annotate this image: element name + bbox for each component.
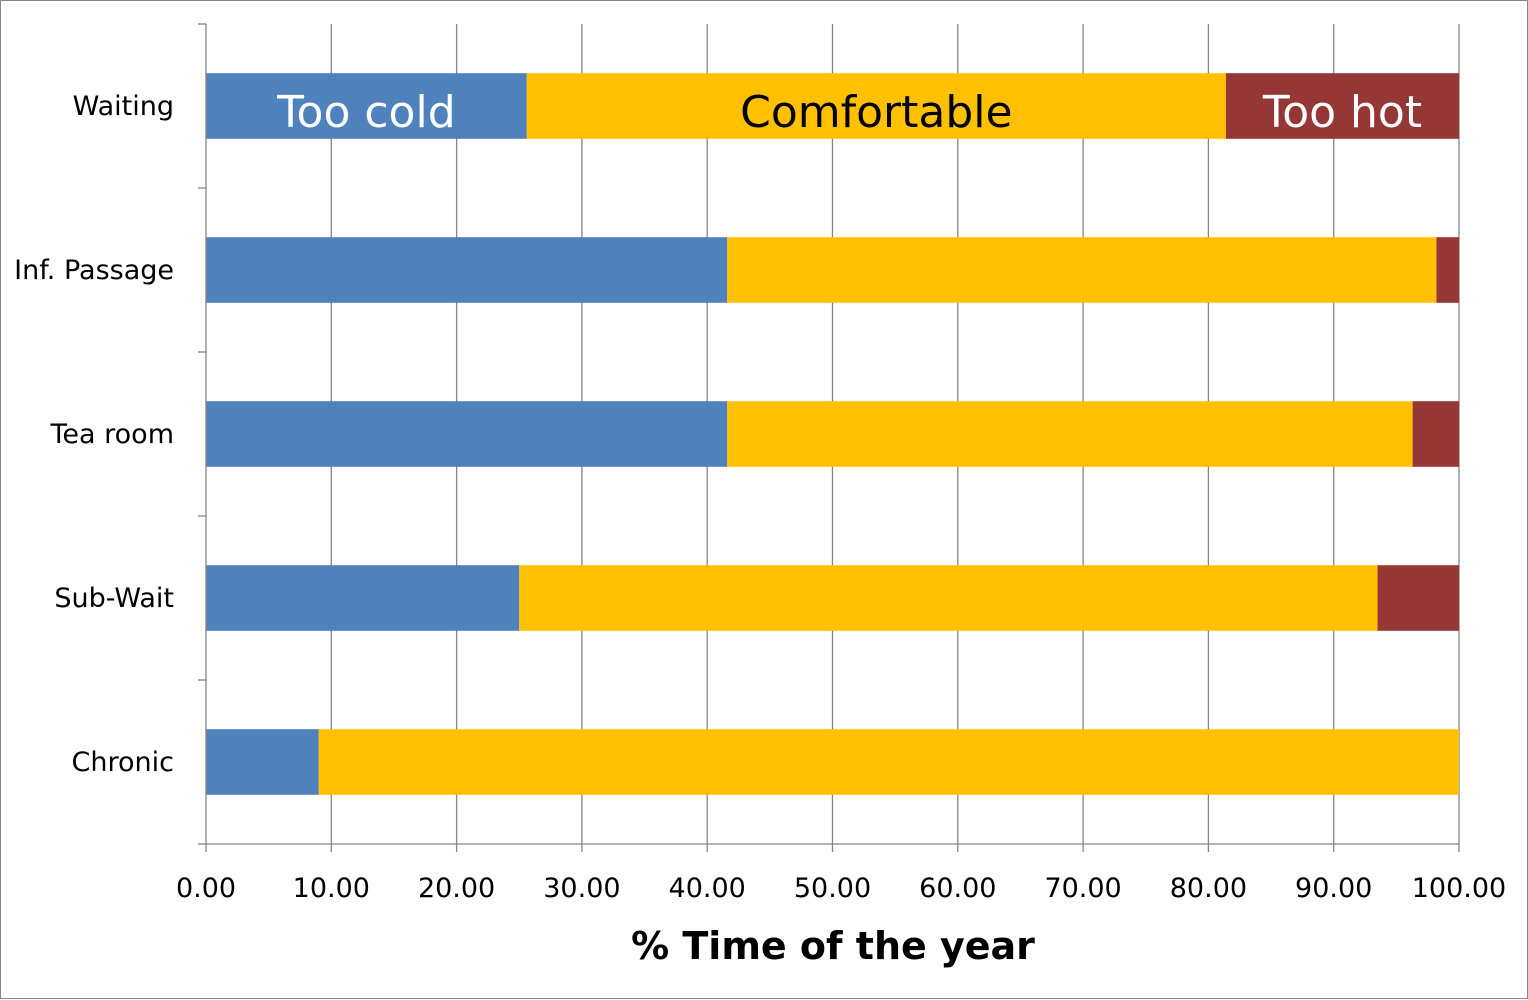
category-label: Tea room bbox=[50, 419, 175, 450]
tick-marks bbox=[198, 23, 1460, 852]
x-tick-labels: 0.00 10.00 20.00 30.00 40.00 50.00 60.00 70.00 8… bbox=[176, 873, 1506, 904]
category-label: Waiting bbox=[73, 91, 174, 122]
bar-segment bbox=[1412, 401, 1459, 467]
bars bbox=[206, 73, 1459, 795]
bar-segment bbox=[318, 729, 1459, 795]
x-tick-label: 30.00 bbox=[543, 873, 620, 904]
category-labels: Waiting Inf. Passage Tea room Sub-Wait Chron… bbox=[14, 91, 174, 778]
x-tick-label: 50.00 bbox=[794, 873, 871, 904]
x-tick-label: 70.00 bbox=[1044, 873, 1121, 904]
bar-segment bbox=[727, 401, 1413, 467]
bar-segment bbox=[206, 73, 527, 139]
x-tick-label: 100.00 bbox=[1412, 873, 1506, 904]
bar-segment bbox=[1436, 237, 1459, 303]
x-tick-label: 90.00 bbox=[1295, 873, 1372, 904]
x-tick-label: 10.00 bbox=[293, 873, 370, 904]
bar-segment bbox=[206, 729, 319, 795]
bar-segment bbox=[206, 401, 728, 467]
segment-labels: Too cold Comfortable Too hot bbox=[276, 87, 1422, 138]
category-label: Sub-Wait bbox=[54, 583, 174, 614]
bar-segment bbox=[526, 73, 1226, 139]
segment-label: Too hot bbox=[1262, 87, 1422, 138]
bar-segment bbox=[727, 237, 1437, 303]
category-label: Inf. Passage bbox=[14, 255, 174, 286]
x-tick-label: 60.00 bbox=[919, 873, 996, 904]
segment-label: Comfortable bbox=[740, 87, 1012, 138]
bar-segment bbox=[1225, 73, 1459, 139]
x-tick-label: 80.00 bbox=[1170, 873, 1247, 904]
bar-segment bbox=[206, 237, 728, 303]
bar-segment bbox=[206, 565, 520, 631]
bar-segment bbox=[1377, 565, 1459, 631]
bar-segment bbox=[519, 565, 1378, 631]
x-tick-label: 40.00 bbox=[669, 873, 746, 904]
x-tick-label: 20.00 bbox=[418, 873, 495, 904]
segment-label: Too cold bbox=[276, 87, 456, 138]
x-axis-title: % Time of the year bbox=[631, 924, 1035, 968]
category-label: Chronic bbox=[72, 747, 174, 778]
x-tick-label: 0.00 bbox=[176, 873, 236, 904]
